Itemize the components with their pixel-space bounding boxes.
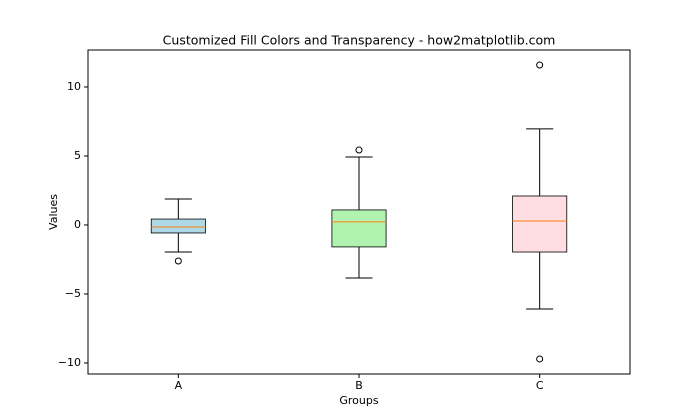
y-tick-label: 10 bbox=[67, 80, 81, 93]
flier bbox=[355, 146, 363, 154]
x-tick-label: B bbox=[355, 379, 363, 392]
box bbox=[512, 195, 568, 253]
y-tick-label: 5 bbox=[74, 149, 81, 162]
box bbox=[150, 218, 206, 234]
y-tick-label: 0 bbox=[74, 218, 81, 231]
y-tick-label: −5 bbox=[65, 287, 81, 300]
flier bbox=[536, 61, 544, 69]
x-axis-label: Groups bbox=[339, 394, 378, 407]
box bbox=[331, 209, 387, 248]
flier bbox=[174, 257, 182, 265]
x-tick-label: A bbox=[175, 379, 183, 392]
chart-title: Customized Fill Colors and Transparency … bbox=[163, 33, 556, 48]
y-axis-label: Values bbox=[47, 194, 60, 230]
flier bbox=[536, 355, 544, 363]
x-tick-label: C bbox=[536, 379, 544, 392]
y-tick-label: −10 bbox=[58, 356, 81, 369]
